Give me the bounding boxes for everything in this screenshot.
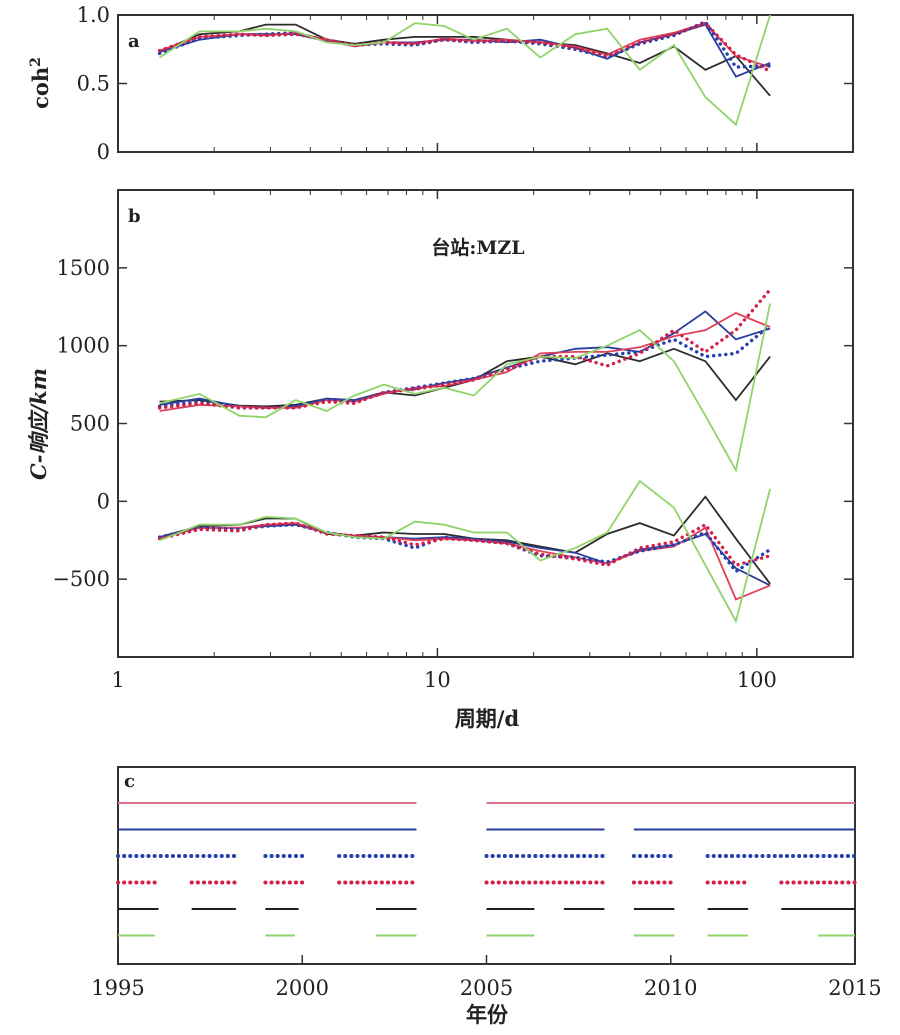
panel-a-letter: a bbox=[128, 31, 140, 52]
panel-b-letter: b bbox=[128, 206, 141, 227]
panel-b-xlabel: 周期/d bbox=[455, 706, 520, 731]
panel-b-real-series-line bbox=[159, 303, 771, 473]
panel-a-ytick-label: 0.5 bbox=[77, 72, 110, 96]
panel-a-ylabel: coh2 bbox=[28, 57, 53, 109]
panel-b-frame bbox=[117, 189, 854, 658]
panel-c-letter: c bbox=[124, 771, 135, 792]
panel-b-real-series-line bbox=[159, 312, 771, 412]
panel-a-ytick-label: 0 bbox=[97, 140, 110, 164]
panel-a-ytick-label: 1.0 bbox=[77, 3, 110, 27]
panel-c-xtick-label: 2005 bbox=[460, 976, 513, 1000]
panel-b-real-series-line bbox=[157, 287, 772, 410]
panel-b-imag-series-line bbox=[159, 523, 771, 587]
panel-c-xlabel: 年份 bbox=[466, 1002, 509, 1027]
panel-b-real-series-line bbox=[157, 323, 772, 410]
panel-c-timeline: c 年份 1995 2000 2005 2010 2015 bbox=[91, 766, 882, 1027]
panel-b-ytick-label: 500 bbox=[70, 412, 110, 436]
panel-c-xtick-label: 2010 bbox=[644, 976, 697, 1000]
panel-b-ytick-label: 1500 bbox=[57, 256, 110, 280]
panel-b-ytick-label: −500 bbox=[52, 567, 110, 591]
panel-b-xtick-label: 10 bbox=[424, 668, 451, 692]
panel-b-ytick-label: 0 bbox=[97, 489, 110, 513]
panel-b-imag-series-line bbox=[159, 495, 771, 585]
panel-b-imag-series-line bbox=[157, 522, 772, 574]
panel-b-c-response-plot: b 台站:MZL C-响应/km 周期/d 1 10 100 −500 0 500 1000… bbox=[26, 189, 854, 731]
panel-c-xtick-label: 1995 bbox=[91, 976, 144, 1000]
panel-a-series-line bbox=[157, 21, 772, 73]
panel-b-xtick-label: 100 bbox=[737, 668, 777, 692]
panel-b-xtick-label: 1 bbox=[111, 668, 124, 692]
station-annotation: 台站:MZL bbox=[431, 236, 524, 259]
panel-b-imag-series-line bbox=[159, 479, 771, 624]
panel-b-ylabel: C-响应/km bbox=[26, 368, 51, 480]
panel-b-imag-series-line bbox=[157, 521, 772, 568]
panel-b-real-series-line bbox=[159, 347, 771, 408]
panel-c-frame bbox=[117, 766, 856, 965]
panel-b-imag-series-line bbox=[159, 522, 771, 601]
panel-c-xtick-label: 2015 bbox=[828, 976, 881, 1000]
panel-a-series-line bbox=[157, 19, 772, 69]
panel-c-xtick-label: 2000 bbox=[276, 976, 329, 1000]
panel-a-series-line bbox=[159, 15, 771, 127]
panel-a-coherence-plot: a coh2 0 0.5 1.0 bbox=[28, 3, 854, 164]
panel-b-ytick-label: 1000 bbox=[57, 334, 110, 358]
